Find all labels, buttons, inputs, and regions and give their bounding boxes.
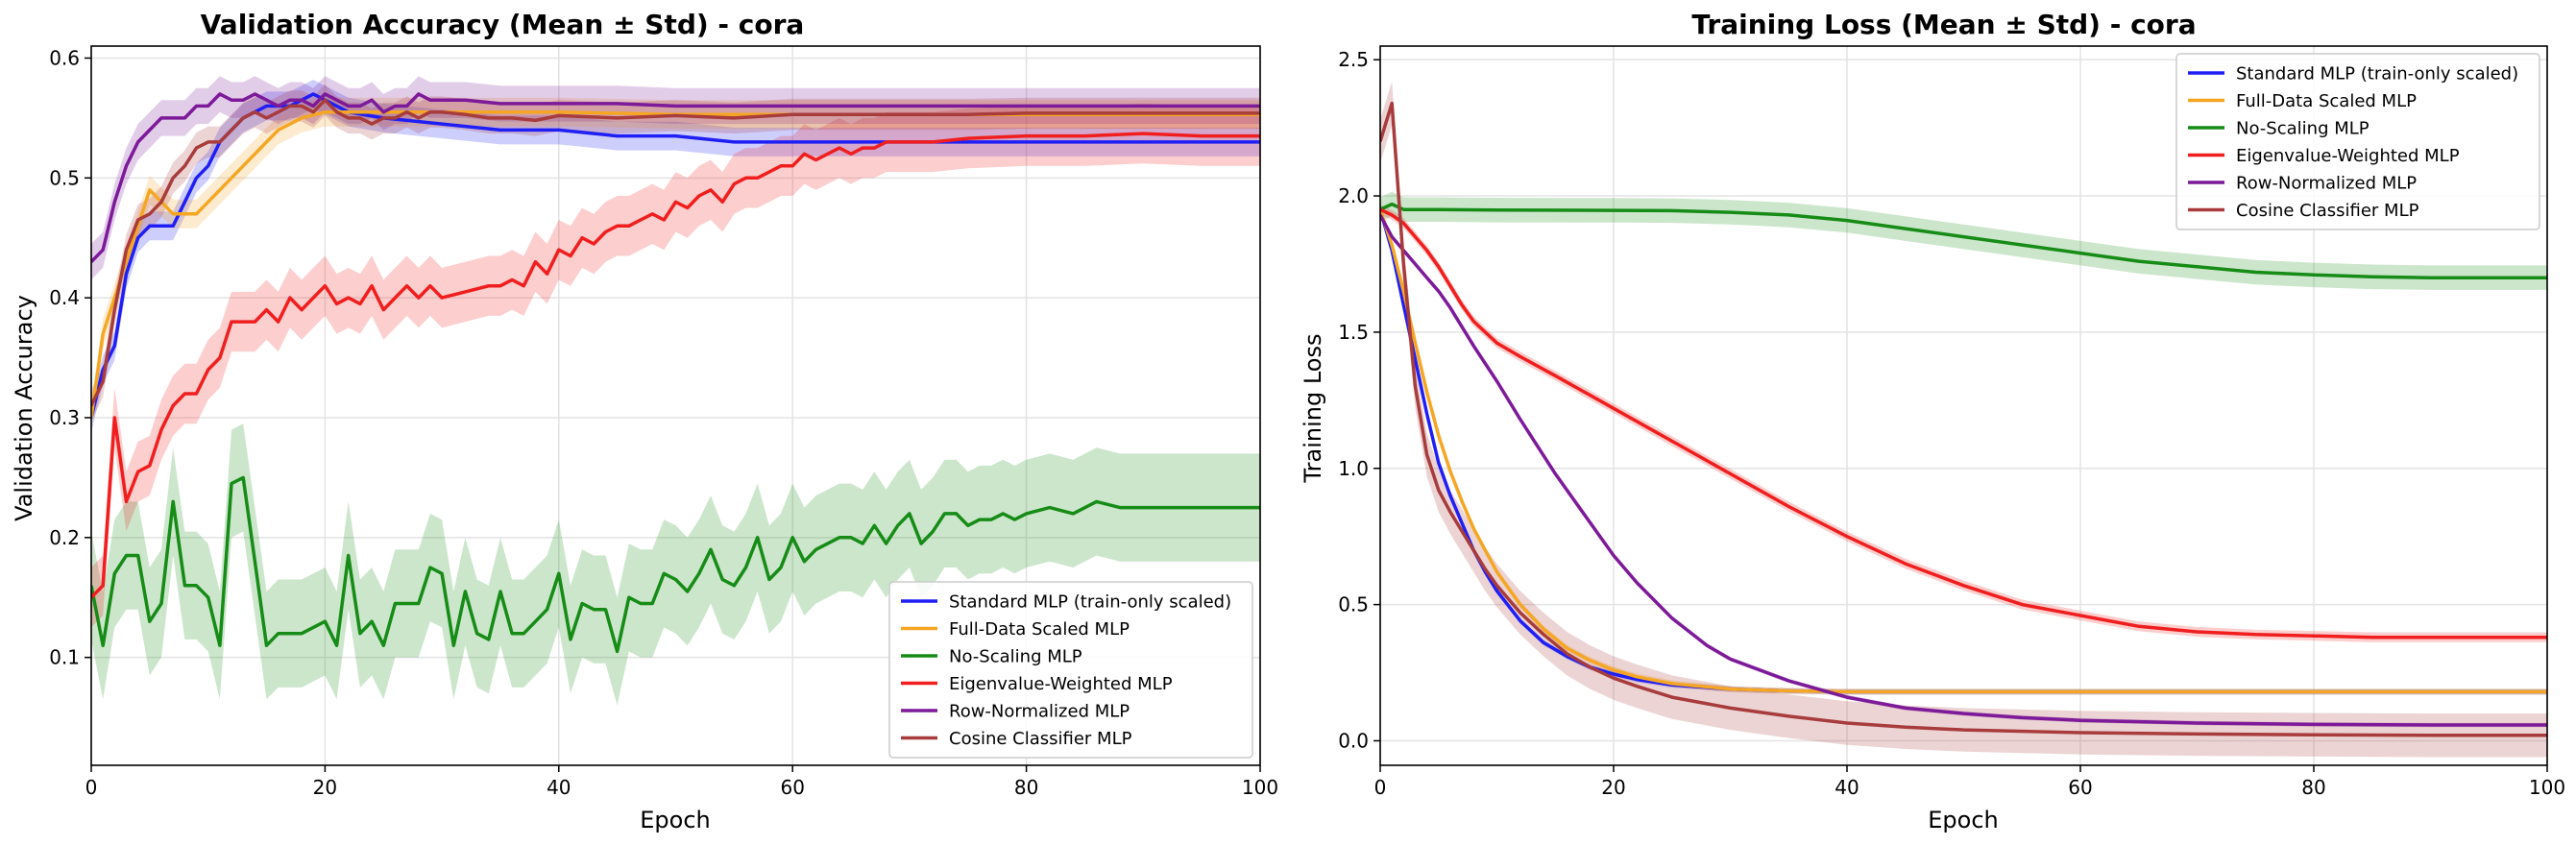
x-tick-label: 40	[1835, 776, 1859, 799]
plot-area	[1380, 81, 2547, 758]
std-band	[91, 80, 1260, 432]
series-line	[91, 98, 1260, 407]
x-tick-label: 80	[1014, 776, 1038, 799]
series-line	[1380, 202, 2547, 279]
plot-area	[91, 76, 1260, 706]
std-band	[91, 84, 1260, 422]
std-band	[1380, 191, 2547, 290]
legend: Standard MLP (train-only scaled) Full-Dat…	[888, 581, 1253, 759]
series-line	[91, 92, 1260, 263]
legend-label: Row-Normalized MLP	[949, 702, 1130, 722]
y-tick-label: 2.0	[1338, 184, 1369, 207]
axes-frame	[1379, 45, 2548, 766]
std-band	[91, 103, 1260, 628]
x-tick-label: 20	[313, 776, 337, 799]
y-axis-label: Training Loss	[1300, 334, 1326, 484]
legend-box	[888, 581, 1253, 759]
std-band	[91, 76, 1260, 280]
legend-label: No-Scaling MLP	[949, 647, 1082, 667]
chart-title: Validation Accuracy (Mean ± Std) - cora	[201, 9, 805, 40]
legend-label: Standard MLP (train-only scaled)	[949, 592, 1231, 613]
chart-title: Training Loss (Mean ± Std) - cora	[1691, 9, 2196, 40]
legend-label: Standard MLP (train-only scaled)	[2236, 64, 2518, 84]
y-tick-label: 0.6	[49, 46, 80, 69]
series-line	[1380, 207, 2547, 640]
series-line	[1380, 214, 2547, 727]
x-tick-label: 0	[85, 776, 98, 799]
y-tick-label: 1.0	[1338, 457, 1369, 480]
std-band	[91, 423, 1260, 706]
y-tick-label: 0.3	[49, 406, 80, 429]
y-tick-label: 0.5	[1338, 593, 1369, 616]
x-tick-label: 60	[780, 776, 804, 799]
x-tick-label: 80	[2301, 776, 2325, 799]
y-tick-label: 2.5	[1338, 48, 1369, 71]
x-tick-label: 40	[547, 776, 571, 799]
y-tick-label: 0.2	[49, 526, 80, 549]
legend-label: Full-Data Scaled MLP	[2236, 91, 2417, 111]
y-tick-label: 1.5	[1338, 321, 1369, 344]
x-axis-label: Epoch	[1928, 807, 1999, 833]
y-tick-label: 0.0	[1338, 729, 1369, 752]
x-axis-label: Epoch	[640, 807, 711, 833]
series-line	[91, 109, 1260, 419]
y-axis-label: Validation Accuracy	[11, 295, 37, 521]
validation-accuracy-chart: Validation Accuracy (Mean ± Std) - cora …	[11, 9, 1278, 833]
legend-label: Eigenvalue-Weighted MLP	[2236, 146, 2460, 166]
axes-frame	[90, 45, 1261, 766]
legend-label: Row-Normalized MLP	[2236, 174, 2417, 194]
legend-box	[2175, 53, 2540, 230]
legend-label: Cosine Classifier MLP	[2236, 201, 2419, 221]
training-loss-chart: Training Loss (Mean ± Std) - cora Epoch …	[1300, 9, 2565, 833]
y-tick-label: 0.5	[49, 166, 80, 189]
series-line	[91, 475, 1260, 654]
legend-label: No-Scaling MLP	[2236, 119, 2369, 139]
legend-label: Full-Data Scaled MLP	[949, 619, 1130, 640]
series-line	[1380, 208, 2547, 694]
x-tick-label: 20	[1601, 776, 1625, 799]
series-line	[91, 132, 1260, 599]
x-tick-label: 60	[2068, 776, 2092, 799]
x-tick-label: 100	[1242, 776, 1278, 799]
legend-label: Cosine Classifier MLP	[949, 729, 1132, 749]
y-tick-label: 0.4	[49, 286, 80, 309]
x-tick-label: 0	[1374, 776, 1387, 799]
y-tick-label: 0.1	[49, 646, 80, 669]
x-tick-label: 100	[2529, 776, 2565, 799]
legend-label: Eigenvalue-Weighted MLP	[949, 674, 1173, 694]
legend: Standard MLP (train-only scaled) Full-Dat…	[2175, 53, 2540, 230]
series-line	[1380, 101, 2547, 737]
